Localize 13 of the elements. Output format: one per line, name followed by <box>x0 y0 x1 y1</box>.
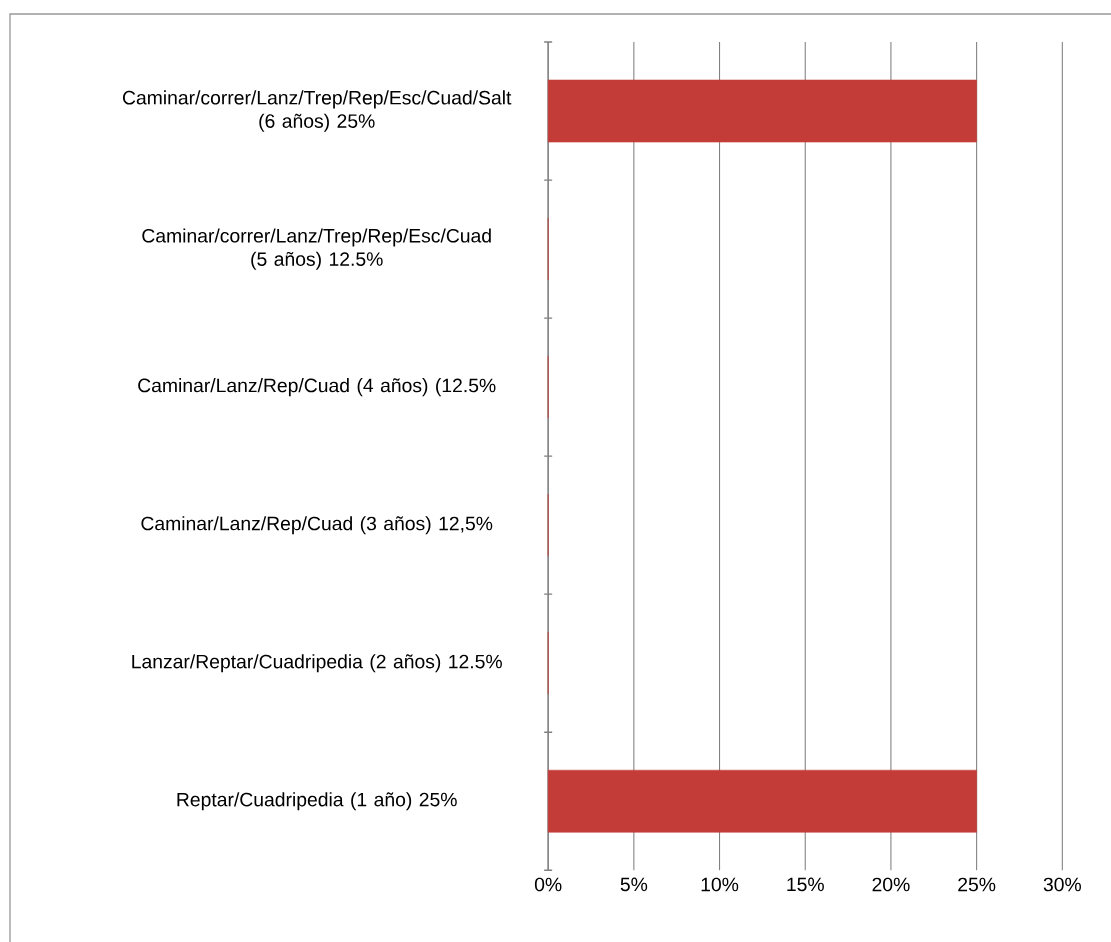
y-tick-label: Caminar/correr/Lanz/Trep/Rep/Esc/Cuad (5 años) 12.5% <box>142 228 491 270</box>
x-tick-label: 5% <box>620 877 648 892</box>
x-tick-label: 15% <box>787 877 824 892</box>
x-tick-label: 10% <box>701 877 739 892</box>
y-tick-label: Reptar/Cuadripedia (1 año) 25% <box>177 792 457 811</box>
y-tick-label: Lanzar/Reptar/Cuadripedia (2 años) 12.5% <box>132 654 502 673</box>
x-tick-label: 20% <box>872 877 910 892</box>
x-tick-label: 25% <box>958 877 996 892</box>
x-tick-label: 0% <box>534 877 562 892</box>
x-tick-label: 30% <box>1043 877 1081 892</box>
y-tick-label: Caminar/correr/Lanz/Trep/Rep/Esc/Cuad/Salt (6 años) 25% <box>122 90 512 132</box>
y-tick-label: Caminar/Lanz/Rep/Cuad (4 años) (12.5% <box>138 377 496 397</box>
y-tick-label: Caminar/Lanz/Rep/Cuad (3 años) 12,5% <box>141 516 493 535</box>
